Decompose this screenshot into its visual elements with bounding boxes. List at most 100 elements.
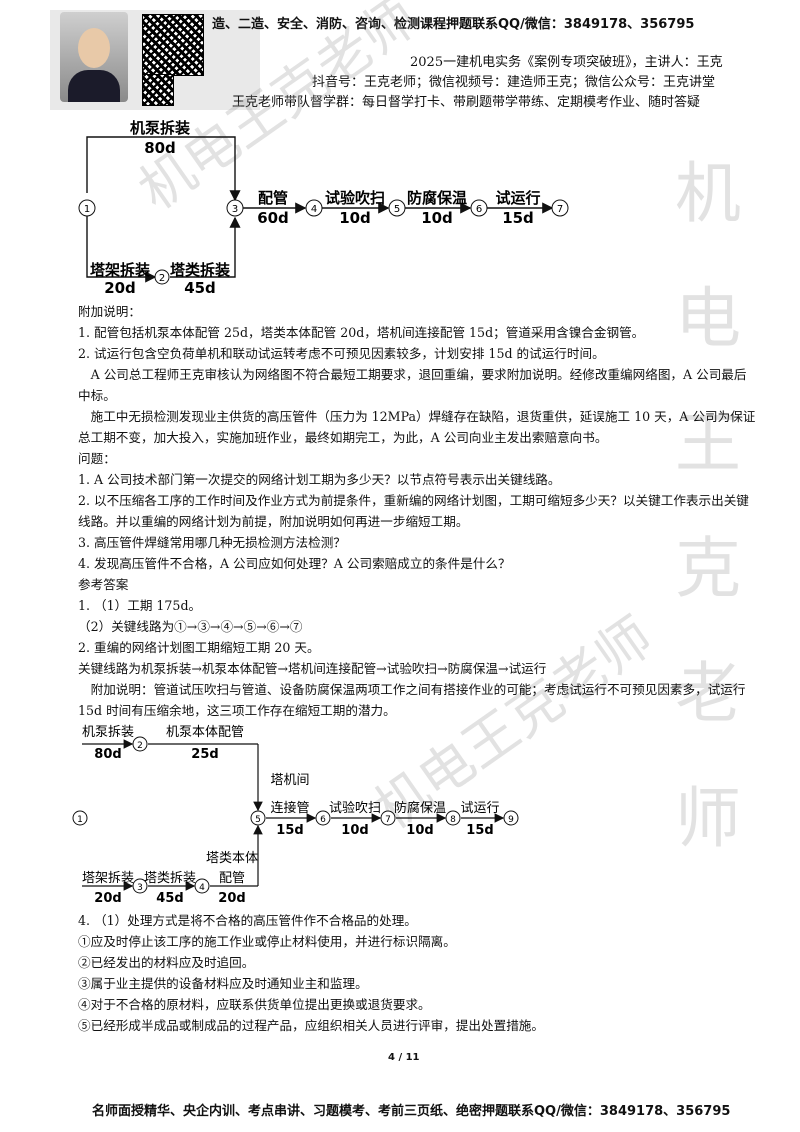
d2-label-link-2: 连接管 <box>270 800 309 816</box>
d2-node-8: 8 <box>445 810 461 826</box>
svg-text:7: 7 <box>385 815 391 825</box>
questions-title: 问题： <box>78 451 116 466</box>
d2-node-3: 3 <box>132 878 148 894</box>
answer-title: 参考答案 <box>78 577 129 592</box>
answer-4-item-4: ④对于不合格的原材料，应联系供货单位提出更换或退货要求。 <box>78 997 431 1012</box>
label-pipe: 配管 <box>258 189 288 207</box>
d2-label-test: 试验吹扫 <box>329 800 381 816</box>
d2-label-anti-duration: 10d <box>406 823 433 838</box>
teacher-suit <box>68 70 120 102</box>
svg-text:3: 3 <box>232 204 238 215</box>
watermark-char-1: 机 <box>675 155 741 232</box>
arrow-frame <box>86 215 157 283</box>
d2-node-1: 1 <box>72 810 88 826</box>
d2-node-2: 2 <box>132 736 148 752</box>
svg-text:6: 6 <box>320 815 326 825</box>
svg-text:3: 3 <box>137 883 143 893</box>
arrow-pump <box>86 136 241 202</box>
label-anti: 防腐保温 <box>407 189 467 207</box>
note-title: 附加说明： <box>78 304 141 319</box>
note-2: 2. 试运行包含空负荷单机和联动试运转考虑不可预见因素较多，计划安排 15d 的… <box>78 346 605 361</box>
d2-node-4: 4 <box>194 878 210 894</box>
d2-label-anti: 防腐保温 <box>394 800 446 816</box>
watermark-char-3: 王 <box>675 405 741 482</box>
label-run-duration: 15d <box>502 209 534 227</box>
network-diagram-2: 1 2 3 4 5 6 7 8 9 机泵拆装 80d 机泵本体配管 25d 塔机… <box>72 725 519 906</box>
note-1: 1. 配管包括机泵本体配管 25d，塔类本体配管 20d，塔机间连接配管 15d… <box>78 325 645 340</box>
d2-label-towerpipe-1: 塔类本体 <box>206 851 258 866</box>
answer-2: 2. 重编的网络计划图工期缩短工期 20 天。 <box>78 640 320 655</box>
answer-4-item-3: ③属于业主提供的设备材料应及时通知业主和监理。 <box>78 976 368 991</box>
answer-2-critical-path: 关键线路为机泵拆装→机泵本体配管→塔机间连接配管→试验吹扫→防腐保温→试运行 <box>78 661 547 676</box>
question-2: 2. 以不压缩各工序的工作时间及作业方式为前提条件，重新编的网络计划图，工期可缩… <box>78 493 749 529</box>
answer-4-item-5: ⑤已经形成半成品或制成品的过程产品，应组织相关人员进行评审，提出处置措施。 <box>78 1018 544 1033</box>
paragraph-defect: 施工中无损检测发现业主供货的高压管件（压力为 12MPa）焊缝存在缺陷，退货重供… <box>78 409 756 445</box>
svg-text:9: 9 <box>508 815 514 825</box>
d2-label-pump-duration: 80d <box>94 747 121 762</box>
svg-text:7: 7 <box>557 204 563 215</box>
d2-node-9: 9 <box>503 810 519 826</box>
answer-4-1: 4. （1）处理方式是将不合格的高压管件作不合格品的处理。 <box>78 913 417 928</box>
label-tower-duration: 45d <box>184 279 216 297</box>
d2-label-pumppipe: 机泵本体配管 <box>166 725 244 740</box>
d2-label-link-duration: 15d <box>276 823 303 838</box>
svg-text:5: 5 <box>394 204 400 215</box>
d2-node-5: 5 <box>250 810 266 826</box>
svg-text:6: 6 <box>476 204 482 215</box>
header-line-1: 造、二造、安全、消防、咨询、检测课程押题联系QQ/微信：3849178、3567… <box>212 17 695 32</box>
svg-text:2: 2 <box>159 273 165 284</box>
node-2: 2 <box>154 269 170 285</box>
d2-label-towerpipe-2: 配管 <box>219 871 245 886</box>
paragraph-review: A 公司总工程师王克审核认为网络图不符合最短工期要求，退回重编，要求附加说明。经… <box>78 367 747 403</box>
node-5: 5 <box>388 199 406 217</box>
watermark-char-5: 老 <box>675 655 741 732</box>
d2-label-run-duration: 15d <box>466 823 493 838</box>
label-run: 试运行 <box>495 189 540 207</box>
question-3: 3. 高压管件焊缝常用哪几种无损检测方法检测？ <box>78 535 346 550</box>
d2-label-tower: 塔类拆装 <box>144 871 196 886</box>
label-test: 试验吹扫 <box>325 189 385 207</box>
network-diagram-1: 1 2 3 4 5 6 7 机泵拆装 80d 配管 60d 试验吹扫 10d 防… <box>78 119 569 297</box>
d2-label-frame-duration: 20d <box>94 891 121 906</box>
label-frame-duration: 20d <box>104 279 136 297</box>
qr-code-small-icon <box>142 74 174 106</box>
svg-text:2: 2 <box>137 741 143 751</box>
node-3: 3 <box>226 199 244 217</box>
node-4: 4 <box>305 199 323 217</box>
d2-label-frame: 塔架拆装 <box>82 871 134 886</box>
question-1: 1. A 公司技术部门第一次提交的网络计划工期为多少天？以节点符号表示出关键线路… <box>78 472 561 487</box>
d2-label-pump: 机泵拆装 <box>82 725 134 740</box>
label-tower: 塔类拆装 <box>170 261 231 279</box>
qr-code-icon[interactable] <box>142 14 204 76</box>
d2-label-link-1: 塔机间 <box>270 773 309 788</box>
label-pump: 机泵拆装 <box>130 119 191 137</box>
svg-text:5: 5 <box>255 815 261 825</box>
question-4: 4. 发现高压管件不合格，A 公司应如何处理？A 公司索赔成立的条件是什么？ <box>78 556 511 571</box>
d2-label-run: 试运行 <box>460 801 499 816</box>
watermark-char-2: 电 <box>675 280 741 357</box>
label-frame: 塔架拆装 <box>90 261 151 279</box>
header-line-3: 抖音号：王克老师；微信视频号：建造师王克；微信公众号：王克讲堂 <box>312 75 716 90</box>
node-7: 7 <box>551 199 569 217</box>
label-anti-duration: 10d <box>421 209 453 227</box>
answer-2-note: 附加说明：管道试压吹扫与管道、设备防腐保温两项工作之间有搭接作业的可能；考虑试运… <box>78 682 746 718</box>
teacher-face <box>78 28 110 68</box>
svg-text:4: 4 <box>199 883 205 893</box>
answer-1-1: 1. （1）工期 175d。 <box>78 598 202 613</box>
d2-label-tower-duration: 45d <box>156 891 183 906</box>
page-number: 4 / 11 <box>388 1052 420 1063</box>
d2-node-7: 7 <box>380 810 396 826</box>
watermark-char-4: 克 <box>675 530 741 607</box>
label-pump-duration: 80d <box>144 139 176 157</box>
svg-text:8: 8 <box>450 815 456 825</box>
d2-node-6: 6 <box>315 810 331 826</box>
d2-label-pumppipe-duration: 25d <box>191 747 218 762</box>
node-6: 6 <box>470 199 488 217</box>
arrow-tower <box>170 216 241 278</box>
d2-label-test-duration: 10d <box>341 823 368 838</box>
header-line-2: 2025一建机电实务《案例专项突破班》，主讲人：王克 <box>410 55 723 70</box>
svg-text:1: 1 <box>77 815 83 825</box>
footer-contact: 名师面授精华、央企内训、考点串讲、习题模考、考前三页纸、绝密押题联系QQ/微信：… <box>92 1104 731 1119</box>
d2-label-towerpipe-duration: 20d <box>218 891 245 906</box>
svg-text:1: 1 <box>84 204 90 215</box>
